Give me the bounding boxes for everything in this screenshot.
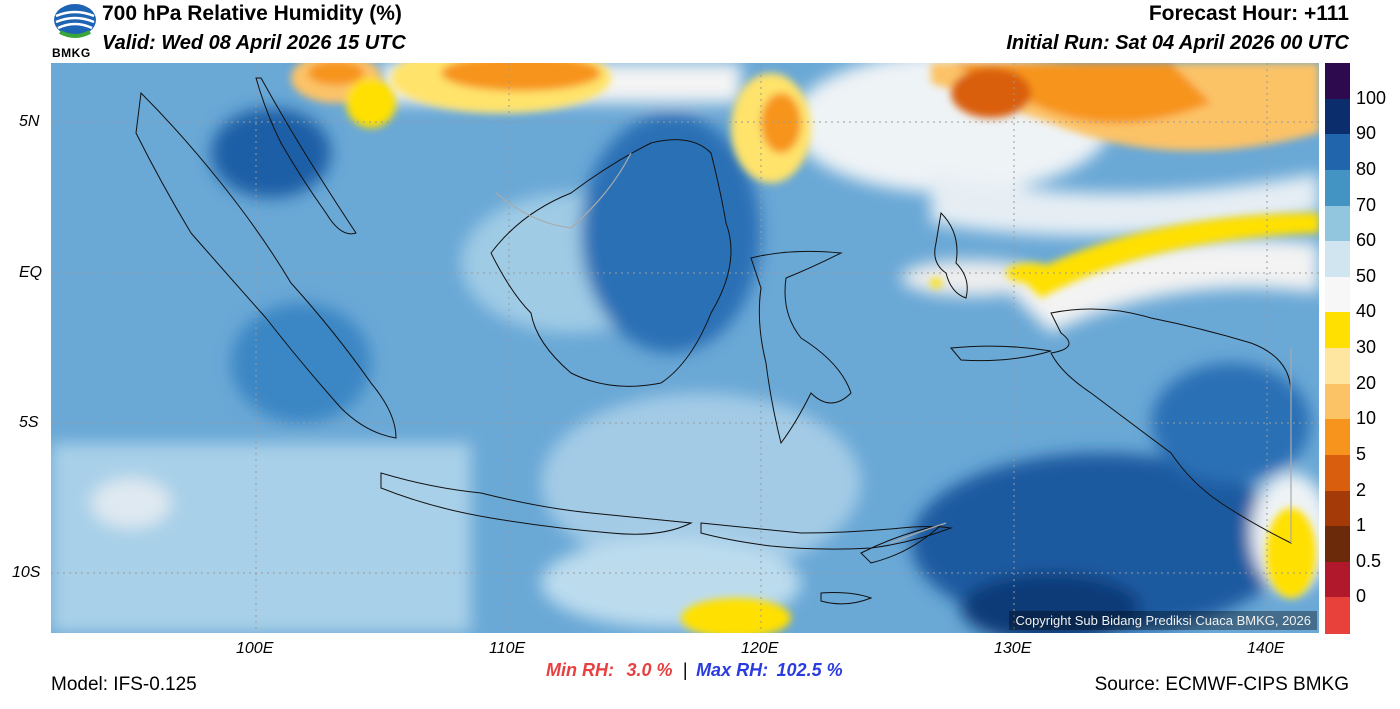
lat-label-eq: EQ: [19, 264, 43, 281]
dry-north-1-orange: [441, 63, 601, 91]
colorbar-label: 50: [1356, 265, 1377, 286]
colorbar-segment: [1325, 490, 1350, 527]
colorbar-segment: [1325, 63, 1350, 100]
field-light-center: [541, 393, 861, 573]
min-rh-value: 3.0 %: [626, 660, 673, 680]
colorbar-label: 100: [1356, 87, 1387, 108]
lat-label-5n: 5N: [19, 113, 40, 130]
lon-label-100e: 100E: [236, 640, 274, 657]
grid-lines: [51, 63, 1319, 633]
colorbar-label: 20: [1356, 372, 1377, 393]
dry-north-2-core: [308, 63, 364, 85]
coastlines: [135, 77, 1292, 605]
max-rh-label: Max RH:: [696, 660, 769, 680]
colorbar-segment: [1325, 419, 1350, 456]
colorbar-label: 70: [1356, 194, 1377, 215]
border-timor: [890, 522, 947, 544]
colorbar-label: 80: [1356, 158, 1377, 179]
colorbar: [1325, 63, 1350, 634]
colorbar-segment: [1325, 348, 1350, 385]
logo-text: BMKG: [52, 46, 91, 60]
lon-label-110e: 110E: [489, 640, 526, 657]
colorbar-segment: [1325, 276, 1350, 313]
lon-label-120e: 120E: [741, 640, 779, 657]
coast-java: [380, 472, 693, 535]
coast-sumba: [820, 592, 873, 605]
dry-north-3: [346, 78, 396, 128]
lon-label-140e: 140E: [1247, 640, 1285, 657]
colorbar-label: 60: [1356, 230, 1377, 251]
field-dark-papua: [1151, 363, 1311, 483]
valid-time: Valid: Wed 08 April 2026 15 UTC: [102, 32, 406, 54]
colorbar-label: 1: [1356, 515, 1367, 536]
colorbar-segment: [1325, 312, 1350, 349]
dry-east-band: [1021, 213, 1319, 298]
chart-title: 700 hPa Relative Humidity (%): [102, 2, 402, 25]
dry-northeast-deep: [951, 68, 1031, 118]
border-borneo: [495, 152, 632, 229]
coast-sumatra: [135, 91, 397, 439]
colorbar-label: 90: [1356, 123, 1377, 144]
field-dark-borneo: [581, 113, 761, 353]
colorbar-segment: [1325, 526, 1350, 563]
coast-borneo: [490, 139, 732, 387]
model-label: Model: IFS-0.125: [51, 674, 197, 695]
colorbar-label: 40: [1356, 301, 1377, 322]
copyright-notice: Copyright Sub Bidang Prediksi Cuaca BMKG…: [1009, 611, 1317, 630]
field-white-sw: [91, 478, 171, 528]
borders: [495, 152, 1292, 544]
lat-label-5s: 5S: [19, 414, 39, 431]
colorbar-segment: [1325, 561, 1350, 598]
colorbar-segment: [1325, 98, 1350, 135]
colorbar-segment: [1325, 597, 1350, 634]
bmkg-logo: BMKG: [52, 2, 98, 60]
colorbar-segment: [1325, 241, 1350, 278]
rh-separator: |: [682, 660, 688, 680]
coast-halmahera: [934, 211, 968, 299]
field-deep-southeast: [961, 573, 1141, 633]
field-light-southwest: [51, 443, 471, 633]
forecast-hour: Forecast Hour: +111: [1148, 2, 1349, 25]
dry-small-spot: [930, 278, 942, 288]
coast-lesser-sunda: [700, 522, 953, 550]
coast-malay-peninsula: [255, 77, 357, 235]
min-rh-label: Min RH:: [546, 660, 614, 680]
initial-run: Initial Run: Sat 04 April 2026 00 UTC: [1006, 32, 1349, 54]
colorbar-segment: [1325, 205, 1350, 242]
lon-label-130e: 130E: [994, 640, 1032, 657]
lat-label-10s: 10S: [12, 564, 41, 581]
colorbar-label: 0: [1356, 586, 1367, 607]
max-rh-value: 102.5 %: [776, 660, 843, 680]
colorbar-label: 5: [1356, 443, 1367, 464]
colorbar-segment: [1325, 454, 1350, 491]
colorbar-label: 0.5: [1356, 550, 1382, 571]
dry-north-4-core: [761, 93, 801, 153]
colorbar-segment: [1325, 134, 1350, 171]
field-dark-sumatra2: [231, 303, 371, 423]
dry-south: [681, 598, 791, 633]
rh-range: Min RH: 3.0 % | Max RH: 102.5 %: [546, 660, 843, 681]
coast-seram: [950, 345, 1052, 362]
colorbar-segment: [1325, 169, 1350, 206]
coast-sulawesi: [750, 250, 852, 445]
dry-papua-south: [1266, 508, 1316, 598]
source-label: Source: ECMWF-CIPS BMKG: [1094, 674, 1349, 695]
colorbar-label: 10: [1356, 408, 1377, 429]
coast-papua: [1050, 308, 1292, 544]
colorbar-segment: [1325, 383, 1350, 420]
colorbar-label: 2: [1356, 479, 1367, 500]
colorbar-label: 30: [1356, 337, 1377, 357]
humidity-map: [51, 63, 1319, 633]
